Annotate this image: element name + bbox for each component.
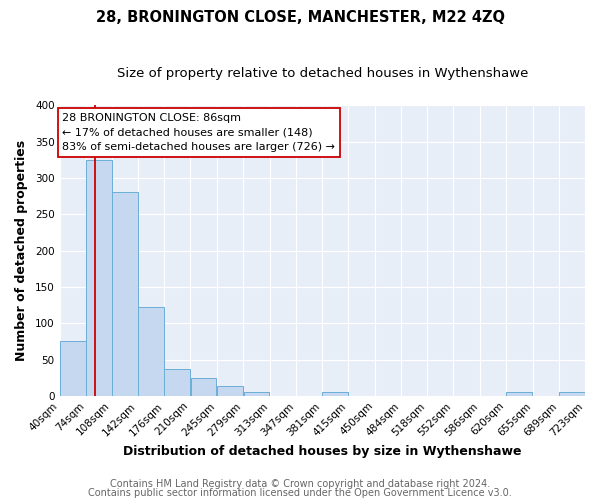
Title: Size of property relative to detached houses in Wythenshawe: Size of property relative to detached ho… <box>116 68 528 80</box>
Y-axis label: Number of detached properties: Number of detached properties <box>15 140 28 361</box>
Bar <box>164 369 190 396</box>
Text: 28, BRONINGTON CLOSE, MANCHESTER, M22 4ZQ: 28, BRONINGTON CLOSE, MANCHESTER, M22 4Z… <box>95 10 505 25</box>
Text: Contains HM Land Registry data © Crown copyright and database right 2024.: Contains HM Land Registry data © Crown c… <box>110 479 490 489</box>
Bar <box>322 392 348 396</box>
Bar <box>112 192 138 396</box>
Bar <box>86 160 112 396</box>
Bar <box>506 392 532 396</box>
Bar <box>60 340 86 396</box>
Bar <box>244 392 269 396</box>
Bar <box>559 392 585 396</box>
Text: 28 BRONINGTON CLOSE: 86sqm
← 17% of detached houses are smaller (148)
83% of sem: 28 BRONINGTON CLOSE: 86sqm ← 17% of deta… <box>62 112 335 152</box>
Bar <box>217 386 243 396</box>
Bar <box>138 307 164 396</box>
Bar <box>191 378 217 396</box>
X-axis label: Distribution of detached houses by size in Wythenshawe: Distribution of detached houses by size … <box>123 444 521 458</box>
Text: Contains public sector information licensed under the Open Government Licence v3: Contains public sector information licen… <box>88 488 512 498</box>
